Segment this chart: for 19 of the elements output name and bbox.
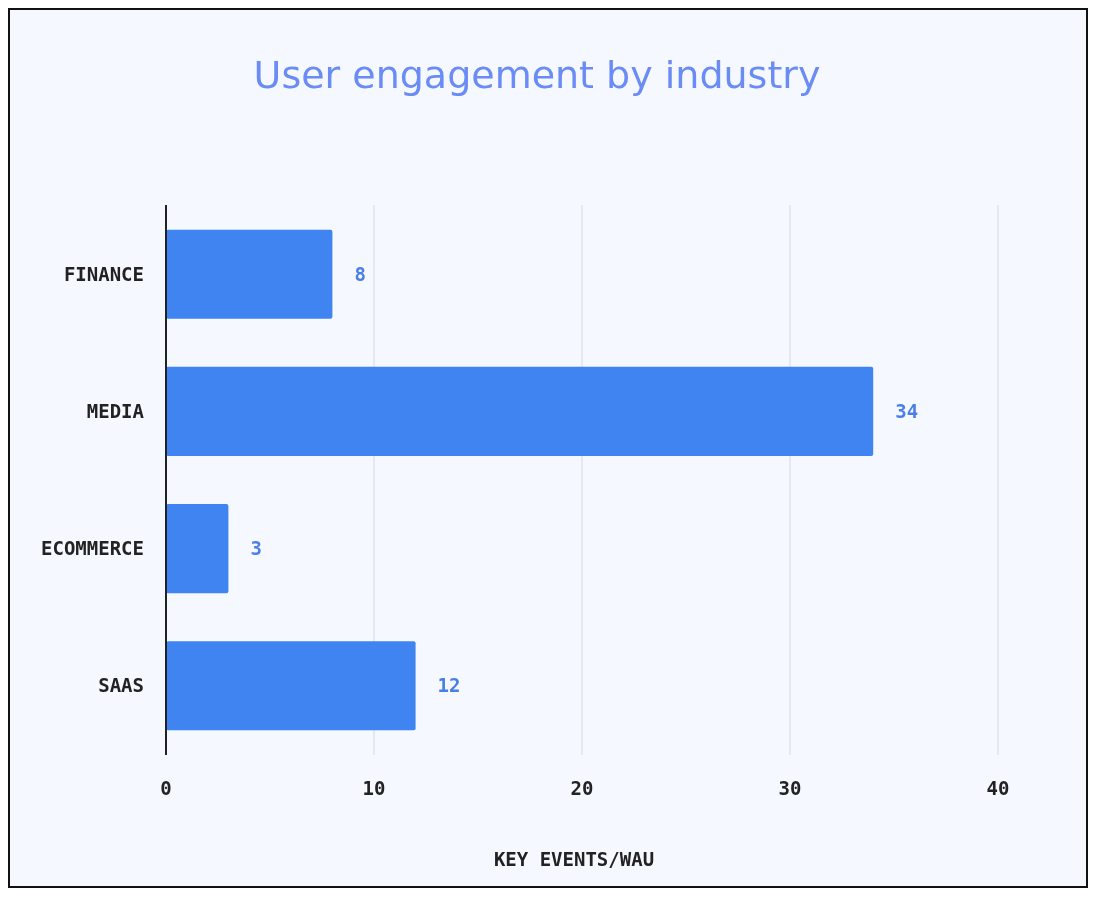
- x-axis-title: KEY EVENTS/WAU: [493, 848, 655, 870]
- x-tick-label: 0: [160, 777, 172, 799]
- x-tick-label: 10: [362, 777, 386, 799]
- data-label: 8: [354, 262, 366, 285]
- x-tick-label: 20: [570, 777, 594, 799]
- bar: [166, 366, 874, 456]
- bar: [166, 504, 229, 594]
- y-tick-label: ECOMMERCE: [41, 537, 144, 560]
- data-label: 34: [895, 400, 919, 423]
- x-tick-label: 40: [986, 777, 1010, 799]
- y-tick-label: SAAS: [98, 674, 144, 697]
- bar: [166, 641, 416, 731]
- data-label: 3: [250, 537, 262, 560]
- y-tick-label: MEDIA: [86, 400, 145, 423]
- x-tick-label: 30: [778, 777, 802, 799]
- chart-title: User engagement by industry: [253, 53, 821, 97]
- bar: [166, 229, 333, 319]
- y-tick-label: FINANCE: [63, 262, 144, 285]
- data-label: 12: [437, 674, 461, 697]
